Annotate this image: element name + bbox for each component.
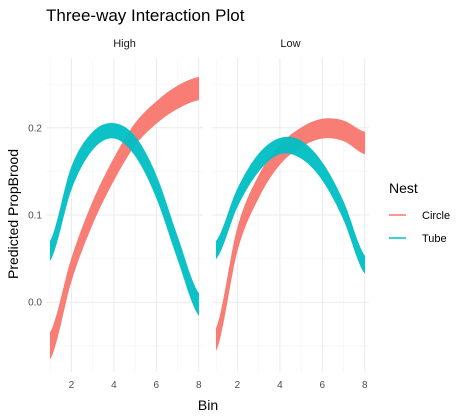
legend-title: Nest xyxy=(389,180,418,196)
legend-item-circle: Circle xyxy=(389,210,450,222)
x-axis-title: Bin xyxy=(198,397,218,413)
legend-label: Tube xyxy=(422,233,447,245)
x-tick-label: 4 xyxy=(111,380,117,391)
facet-panel-high: High 2 4 6 8 xyxy=(46,38,203,391)
x-tick-label: 8 xyxy=(362,380,368,391)
facet-panel-low: Low 2 4 6 8 xyxy=(212,38,369,391)
x-tick-label: 6 xyxy=(320,380,326,391)
facet-panels: High 2 4 6 8 Low 2 4 6 8 xyxy=(46,38,369,391)
x-tick-label: 4 xyxy=(277,380,283,391)
ribbon-tube xyxy=(49,123,200,317)
x-tick-label: 8 xyxy=(196,380,202,391)
facet-label: High xyxy=(113,38,136,50)
y-tick-label: 0.2 xyxy=(28,123,42,134)
x-tick-label: 6 xyxy=(154,380,160,391)
ribbon-tube xyxy=(215,136,366,275)
y-tick-label: 0.1 xyxy=(28,211,42,222)
legend-label: Circle xyxy=(422,210,450,222)
legend: Nest Circle Tube xyxy=(389,180,450,245)
ribbon-circle xyxy=(49,76,200,360)
facet-label: Low xyxy=(280,38,300,50)
chart-title: Three-way Interaction Plot xyxy=(46,6,245,25)
y-axis-ticks: 0.0 0.1 0.2 xyxy=(28,123,42,308)
y-tick-label: 0.0 xyxy=(28,298,42,309)
x-tick-label: 2 xyxy=(235,380,241,391)
y-axis-title: Predicted PropBrood xyxy=(5,149,21,279)
x-tick-label: 2 xyxy=(69,380,75,391)
legend-item-tube: Tube xyxy=(389,233,447,245)
